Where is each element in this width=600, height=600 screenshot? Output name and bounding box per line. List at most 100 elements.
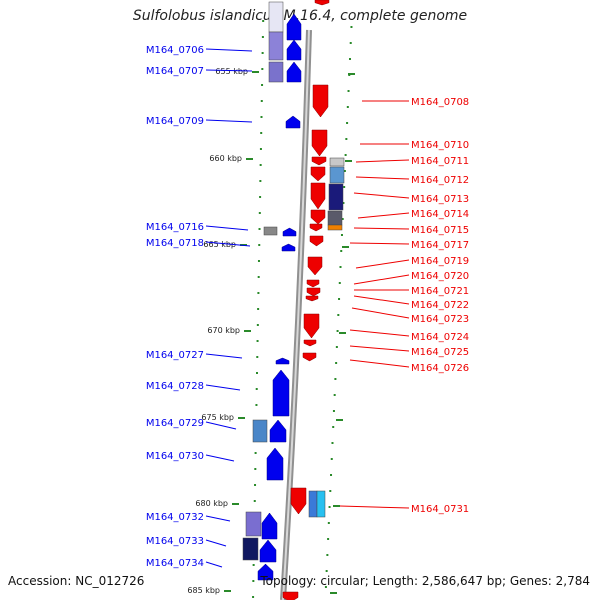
- reverse-gene: [282, 591, 299, 600]
- leader-line: [205, 119, 253, 123]
- reverse-gene: [310, 182, 326, 210]
- major-tick: [244, 330, 251, 332]
- minor-tick: [341, 218, 344, 220]
- minor-tick: [259, 196, 262, 198]
- minor-tick: [261, 84, 264, 86]
- minor-tick: [338, 282, 341, 284]
- leader-line: [355, 159, 410, 163]
- gene-label-right: M164_0725: [411, 347, 469, 358]
- reverse-gene: [305, 295, 319, 302]
- leader-line: [353, 192, 410, 199]
- minor-tick: [331, 442, 334, 444]
- gene-label-right: M164_0717: [411, 240, 469, 251]
- leader-line: [205, 384, 241, 391]
- leader-line: [355, 176, 410, 180]
- gene-label-right: M164_0715: [411, 225, 469, 236]
- reverse-gene: [307, 256, 323, 276]
- gene-label-right: M164_0731: [411, 504, 469, 515]
- forward-gene: [257, 563, 274, 581]
- gene-label-right: M164_0710: [411, 140, 469, 151]
- feature-box: [328, 183, 344, 211]
- minor-tick: [334, 378, 337, 380]
- minor-tick: [324, 586, 327, 588]
- minor-tick: [346, 106, 349, 108]
- minor-tick: [337, 314, 340, 316]
- reverse-gene: [311, 129, 328, 157]
- leader-line: [349, 329, 410, 337]
- major-tick: [333, 505, 340, 507]
- minor-tick: [257, 292, 260, 294]
- leader-line: [353, 227, 410, 230]
- genome-summary-text: Topology: circular; Length: 2,586,647 bp…: [260, 574, 590, 588]
- reverse-gene: [309, 223, 323, 232]
- major-tick: [339, 332, 346, 334]
- minor-tick: [259, 164, 262, 166]
- major-tick: [224, 590, 231, 592]
- scale-label: 680 kbp: [195, 499, 228, 508]
- minor-tick: [257, 260, 260, 262]
- minor-tick: [330, 474, 333, 476]
- minor-tick: [254, 484, 257, 486]
- leader-line: [205, 353, 243, 359]
- reverse-gene: [310, 209, 326, 225]
- gene-label-left: M164_0718: [146, 238, 204, 249]
- minor-tick: [330, 458, 333, 460]
- minor-tick: [255, 388, 258, 390]
- gene-label-right: M164_0720: [411, 271, 469, 282]
- forward-gene: [266, 447, 284, 481]
- gene-label-right: M164_0714: [411, 209, 469, 220]
- minor-tick: [262, 20, 265, 22]
- gene-label-left: M164_0728: [146, 381, 204, 392]
- feature-box: [245, 511, 262, 537]
- gene-label-left: M164_0732: [146, 512, 204, 523]
- forward-gene: [282, 227, 297, 237]
- reverse-gene: [303, 339, 317, 347]
- minor-tick: [261, 68, 264, 70]
- minor-tick: [350, 26, 353, 28]
- forward-gene: [286, 39, 302, 61]
- minor-tick: [338, 298, 341, 300]
- minor-tick: [327, 522, 330, 524]
- gene-label-right: M164_0712: [411, 175, 469, 186]
- feature-box: [327, 224, 343, 231]
- major-tick: [252, 71, 259, 73]
- gene-label-right: M164_0719: [411, 256, 469, 267]
- reverse-gene: [306, 287, 321, 297]
- leader-line: [353, 274, 410, 285]
- minor-tick: [332, 426, 335, 428]
- leader-line: [205, 515, 231, 522]
- minor-tick: [256, 340, 259, 342]
- leader-line: [349, 242, 410, 245]
- feature-box: [263, 226, 278, 236]
- forward-gene: [269, 419, 287, 443]
- minor-tick: [258, 228, 261, 230]
- leader-line: [205, 241, 251, 247]
- scale-label: 675 kbp: [201, 413, 234, 422]
- minor-tick: [348, 58, 351, 60]
- forward-gene: [286, 61, 302, 83]
- minor-tick: [254, 468, 257, 470]
- reverse-gene: [310, 166, 326, 182]
- gene-label-right: M164_0726: [411, 363, 469, 374]
- minor-tick: [257, 308, 260, 310]
- leader-line: [205, 539, 227, 547]
- minor-tick: [257, 276, 260, 278]
- minor-tick: [343, 186, 346, 188]
- leader-line: [349, 359, 410, 368]
- feature-box: [308, 490, 318, 518]
- major-tick: [342, 246, 349, 248]
- minor-tick: [252, 596, 255, 598]
- feature-box: [329, 166, 345, 184]
- feature-box: [268, 1, 284, 33]
- reverse-gene: [303, 313, 320, 339]
- forward-gene: [275, 357, 290, 365]
- feature-box: [327, 210, 343, 226]
- gene-label-right: M164_0713: [411, 194, 469, 205]
- leader-line: [205, 225, 249, 231]
- leader-line: [205, 561, 223, 568]
- leader-line: [205, 69, 253, 72]
- gene-label-left: M164_0727: [146, 350, 204, 361]
- forward-gene: [272, 369, 290, 417]
- minor-tick: [332, 410, 335, 412]
- reverse-gene: [311, 156, 327, 166]
